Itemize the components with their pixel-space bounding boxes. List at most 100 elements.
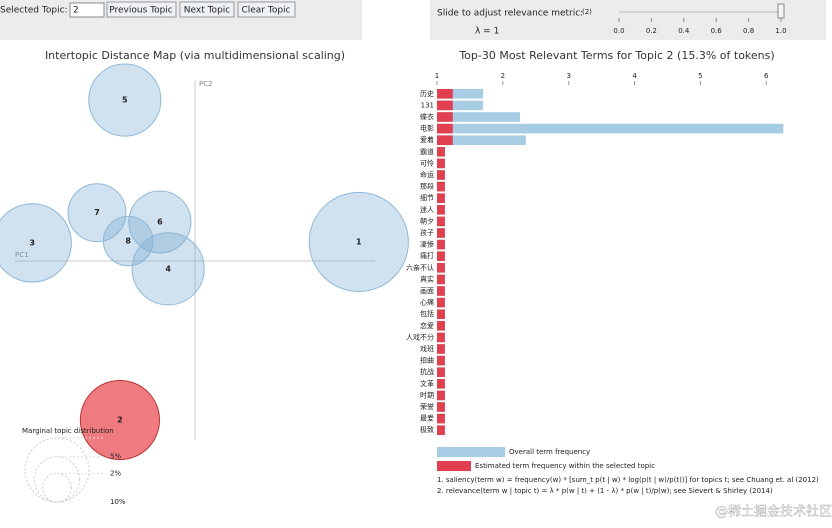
estimated-bar[interactable] — [437, 379, 445, 389]
topic-circle[interactable] — [0, 203, 72, 283]
watermark: @稀土掘金技术社区 — [715, 504, 832, 520]
lambda-label: λ = 1 — [475, 27, 499, 37]
term-label: 霸道 — [420, 147, 434, 156]
estimated-bar[interactable] — [437, 193, 445, 203]
topic-label: 7 — [94, 208, 100, 217]
estimated-bar[interactable] — [437, 297, 445, 308]
topic-input[interactable] — [69, 2, 105, 18]
x-tick-label: 4 — [632, 72, 637, 80]
next-button-label[interactable]: Next Topic — [184, 6, 231, 16]
overall-bar[interactable] — [437, 89, 484, 99]
overall-bar[interactable] — [437, 123, 784, 134]
term-label: 细节 — [420, 193, 434, 202]
slider-tick-label: 0.4 — [678, 27, 690, 35]
term-label: 蝶衣 — [420, 112, 434, 121]
estimated-bar[interactable] — [437, 112, 453, 122]
estimated-bar[interactable] — [437, 100, 453, 111]
estimated-bar[interactable] — [437, 89, 453, 99]
term-label: 包括 — [420, 309, 434, 318]
x-tick-label: 3 — [566, 72, 570, 80]
next-button[interactable] — [179, 1, 235, 18]
prev-button-label[interactable]: Previous Topic — [109, 6, 173, 16]
map-title: Intertopic Distance Map (via multidimens… — [45, 49, 345, 62]
topic-label: 5 — [122, 96, 128, 105]
estimated-bar[interactable] — [437, 309, 445, 319]
term-label: 时期 — [420, 390, 434, 399]
overall-bar[interactable] — [437, 100, 484, 111]
estimated-bar[interactable] — [437, 123, 453, 134]
term-label: 131 — [421, 101, 434, 109]
prev-button[interactable] — [106, 1, 177, 18]
term-label: 文革 — [420, 379, 434, 388]
topic-label: 2 — [117, 416, 123, 425]
term-label: 六亲不认 — [406, 263, 434, 272]
estimated-bar[interactable] — [437, 321, 445, 331]
x-tick-label: 1 — [435, 72, 439, 80]
estimated-bar[interactable] — [437, 367, 445, 377]
legend-estimated-swatch — [437, 461, 471, 471]
estimated-bar[interactable] — [437, 263, 445, 273]
topic-input-value[interactable]: 2 — [73, 6, 79, 16]
estimated-bar[interactable] — [437, 239, 445, 250]
term-label: 招曲 — [420, 356, 434, 365]
clear-button[interactable] — [237, 1, 296, 18]
estimated-bar[interactable] — [437, 147, 445, 157]
estimated-bar[interactable] — [437, 413, 445, 424]
term-label: 迷人 — [420, 205, 434, 214]
x-tick-label: 6 — [764, 72, 769, 80]
topic-circle[interactable] — [308, 191, 409, 293]
term-label: 极致 — [420, 425, 434, 434]
slider-handle[interactable] — [777, 3, 785, 19]
slider-tick-label: 0.0 — [613, 27, 624, 35]
marginal-circle — [42, 472, 72, 503]
clear-button-label[interactable]: Clear Topic — [241, 6, 290, 16]
topic-circle[interactable] — [131, 232, 205, 306]
marginal-circle — [24, 437, 90, 503]
topic-circle[interactable] — [102, 215, 154, 267]
term-label: 凄惨 — [420, 240, 434, 249]
estimated-bar[interactable] — [437, 274, 445, 285]
pc1-label: PC1 — [15, 251, 29, 259]
term-label: 命运 — [420, 170, 434, 179]
estimated-bar[interactable] — [437, 135, 453, 145]
slider-tick-label: 1.0 — [775, 27, 786, 35]
term-label: 心痛 — [420, 298, 434, 307]
term-label: 戏班 — [420, 344, 434, 353]
overall-bar[interactable] — [437, 112, 520, 122]
estimated-bar[interactable] — [437, 170, 445, 180]
estimated-bar[interactable] — [437, 390, 445, 401]
buttons: Previous Topic Next Topic Clear Topic — [106, 1, 296, 18]
overall-bar[interactable] — [437, 135, 526, 145]
term-label: 抗战 — [420, 367, 434, 376]
estimated-bar[interactable] — [437, 216, 445, 227]
footnote: 1. saliency(term w) = frequency(w) * [su… — [437, 476, 819, 484]
estimated-bar[interactable] — [437, 205, 445, 215]
topic-label: 4 — [165, 264, 171, 273]
topic-circle[interactable] — [128, 190, 192, 254]
term-label: 那段 — [420, 182, 434, 191]
topic-circle[interactable] — [67, 183, 127, 243]
term-label: 画面 — [420, 287, 434, 295]
term-label: 朝夕 — [420, 216, 434, 225]
estimated-bar[interactable] — [437, 402, 445, 412]
topic-circle[interactable] — [79, 379, 161, 461]
x-tick-label: 5 — [698, 72, 702, 80]
term-label: 痛打 — [420, 251, 434, 260]
marginal-label: 10% — [110, 498, 126, 506]
slider-tick-label: 0.6 — [711, 27, 723, 35]
estimated-bar[interactable] — [437, 286, 445, 296]
estimated-bar[interactable] — [437, 344, 445, 354]
term-label: 可怜 — [420, 158, 434, 167]
term-label: 人戏不分 — [406, 332, 434, 341]
topic-circle[interactable] — [88, 63, 162, 137]
estimated-bar[interactable] — [437, 355, 445, 366]
estimated-bar[interactable] — [437, 158, 445, 169]
estimated-bar[interactable] — [437, 228, 445, 238]
x-tick-label: 2 — [501, 72, 505, 80]
estimated-bar[interactable] — [437, 425, 445, 435]
legend-overall-swatch — [437, 447, 505, 457]
estimated-bar[interactable] — [437, 251, 445, 261]
estimated-bar[interactable] — [437, 332, 445, 343]
estimated-bar[interactable] — [437, 181, 445, 192]
